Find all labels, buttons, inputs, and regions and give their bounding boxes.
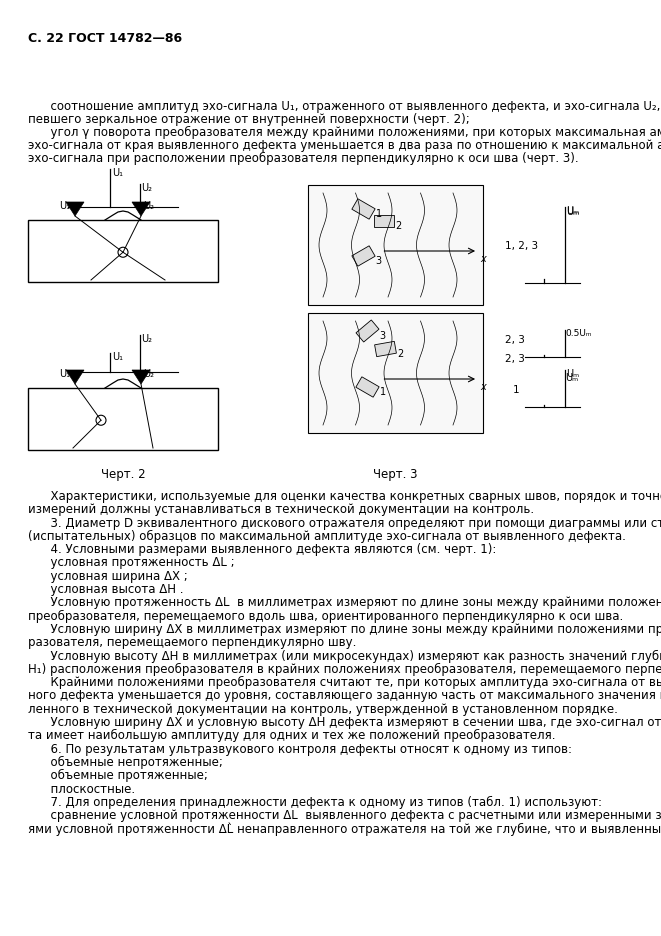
Text: Условную ширину ΔX в миллиметрах измеряют по длине зоны между крайними положения: Условную ширину ΔX в миллиметрах измеряю… bbox=[28, 623, 661, 636]
Text: U₂: U₂ bbox=[143, 369, 154, 379]
Text: ленного в технической документации на контроль, утвержденной в установленном пор: ленного в технической документации на ко… bbox=[28, 703, 618, 716]
Text: U₁: U₁ bbox=[112, 352, 123, 362]
Text: 7. Для определения принадлежности дефекта к одному из типов (табл. 1) используют: 7. Для определения принадлежности дефект… bbox=[28, 796, 602, 809]
Text: x: x bbox=[480, 382, 486, 392]
Bar bbox=[28, 388, 218, 450]
Text: 1, 2, 3: 1, 2, 3 bbox=[505, 241, 538, 251]
Text: Условную высоту ΔH в миллиметрах (или микросекундах) измеряют как разность значе: Условную высоту ΔH в миллиметрах (или ми… bbox=[28, 650, 661, 663]
Text: та имеет наибольшую амплитуду для одних и тех же положений преобразователя.: та имеет наибольшую амплитуду для одних … bbox=[28, 729, 555, 742]
Polygon shape bbox=[352, 198, 375, 219]
Text: H₁) расположения преобразователя в крайних положениях преобразователя, перемещае: H₁) расположения преобразователя в крайн… bbox=[28, 663, 661, 676]
Text: условная высота ΔH .: условная высота ΔH . bbox=[28, 583, 184, 596]
Text: условная протяженность ΔL ;: условная протяженность ΔL ; bbox=[28, 557, 235, 569]
Text: ного дефекта уменьшается до уровня, составляющего заданную часть от максимальног: ного дефекта уменьшается до уровня, сост… bbox=[28, 690, 661, 703]
Text: эхо-сигнала от края выявленного дефекта уменьшается в два раза по отношению к ма: эхо-сигнала от края выявленного дефекта … bbox=[28, 139, 661, 152]
Text: объемные непротяженные;: объемные непротяженные; bbox=[28, 756, 223, 769]
Text: Uₘ: Uₘ bbox=[565, 373, 578, 383]
Text: Черт. 3: Черт. 3 bbox=[373, 468, 418, 481]
Text: 1: 1 bbox=[379, 387, 385, 397]
Text: 3: 3 bbox=[375, 256, 381, 266]
Bar bbox=[308, 185, 483, 305]
Text: соотношение амплитуд эхо-сигнала U₁, отраженного от выявленного дефекта, и эхо-с: соотношение амплитуд эхо-сигнала U₁, отр… bbox=[28, 100, 661, 113]
Text: условная ширина ΔX ;: условная ширина ΔX ; bbox=[28, 570, 188, 583]
Text: U₂: U₂ bbox=[143, 201, 154, 211]
Text: сравнение условной протяженности ΔL  выявленного дефекта с расчетными или измере: сравнение условной протяженности ΔL выяв… bbox=[28, 810, 661, 822]
Text: Характеристики, используемые для оценки качества конкретных сварных швов, порядо: Характеристики, используемые для оценки … bbox=[28, 490, 661, 503]
Text: 1: 1 bbox=[375, 209, 381, 219]
Text: разователя, перемещаемого перпендикулярно шву.: разователя, перемещаемого перпендикулярн… bbox=[28, 636, 356, 650]
Text: объемные протяженные;: объемные протяженные; bbox=[28, 769, 208, 782]
Polygon shape bbox=[66, 202, 84, 216]
Polygon shape bbox=[373, 215, 393, 227]
Text: Условную ширину ΔX и условную высоту ΔH дефекта измеряют в сечении шва, где эхо-: Условную ширину ΔX и условную высоту ΔH … bbox=[28, 716, 661, 729]
Polygon shape bbox=[356, 377, 379, 397]
Polygon shape bbox=[352, 246, 375, 266]
Text: Uₘ: Uₘ bbox=[566, 206, 580, 215]
Text: Крайними положениями преобразователя считают те, при которых амплитуда эхо-сигна: Крайними положениями преобразователя счи… bbox=[28, 676, 661, 689]
Polygon shape bbox=[375, 342, 397, 357]
Text: угол γ поворота преобразователя между крайними положениями, при которых максимал: угол γ поворота преобразователя между кр… bbox=[28, 126, 661, 139]
Text: U₁: U₁ bbox=[112, 168, 123, 178]
Text: 3. Диаметр D эквивалентного дискового отражателя определяют при помощи диаграммы: 3. Диаметр D эквивалентного дискового от… bbox=[28, 517, 661, 530]
Polygon shape bbox=[132, 202, 150, 216]
Text: измерений должны устанавливаться в технической документации на контроль.: измерений должны устанавливаться в техни… bbox=[28, 504, 534, 517]
Text: (испытательных) образцов по максимальной амплитуде эхо-сигнала от выявленного де: (испытательных) образцов по максимальной… bbox=[28, 530, 626, 543]
Text: 3: 3 bbox=[379, 331, 385, 341]
Bar bbox=[28, 220, 218, 282]
Text: Условную протяженность ΔL  в миллиметрах измеряют по длине зоны между крайними п: Условную протяженность ΔL в миллиметрах … bbox=[28, 596, 661, 609]
Text: U₁: U₁ bbox=[59, 369, 70, 379]
Text: 4. Условными размерами выявленного дефекта являются (см. черт. 1):: 4. Условными размерами выявленного дефек… bbox=[28, 543, 496, 556]
Text: U₂: U₂ bbox=[141, 183, 153, 193]
Text: С. 22 ГОСТ 14782—86: С. 22 ГОСТ 14782—86 bbox=[28, 32, 182, 45]
Text: Uₘ: Uₘ bbox=[566, 207, 579, 217]
Text: певшего зеркальное отражение от внутренней поверхности (черт. 2);: певшего зеркальное отражение от внутренн… bbox=[28, 113, 470, 126]
Text: плоскостные.: плоскостные. bbox=[28, 782, 135, 796]
Text: ями условной протяженности ΔL̀ ненаправленного отражателя на той же глубине, что: ями условной протяженности ΔL̀ ненаправл… bbox=[28, 823, 661, 836]
Text: эхо-сигнала при расположении преобразователя перпендикулярно к оси шва (черт. 3): эхо-сигнала при расположении преобразова… bbox=[28, 152, 578, 165]
Text: 2: 2 bbox=[397, 349, 404, 359]
Text: Uₘ: Uₘ bbox=[566, 369, 580, 379]
Text: 2, 3: 2, 3 bbox=[505, 354, 525, 364]
Text: Черт. 2: Черт. 2 bbox=[100, 468, 145, 481]
Text: 2: 2 bbox=[395, 221, 402, 231]
Text: преобразователя, перемещаемого вдоль шва, ориентированного перпендикулярно к оси: преобразователя, перемещаемого вдоль шва… bbox=[28, 609, 623, 622]
Text: 6. По результатам ультразвукового контроля дефекты относят к одному из типов:: 6. По результатам ультразвукового контро… bbox=[28, 742, 572, 755]
Text: x: x bbox=[480, 254, 486, 264]
Text: U₂: U₂ bbox=[141, 334, 153, 344]
Polygon shape bbox=[356, 320, 379, 342]
Text: U₁: U₁ bbox=[59, 201, 70, 211]
Text: 2, 3: 2, 3 bbox=[505, 335, 525, 345]
Text: 1: 1 bbox=[513, 385, 520, 395]
Polygon shape bbox=[66, 370, 84, 384]
Text: 0.5Uₘ: 0.5Uₘ bbox=[565, 329, 592, 338]
Polygon shape bbox=[132, 370, 150, 384]
Bar bbox=[308, 313, 483, 433]
